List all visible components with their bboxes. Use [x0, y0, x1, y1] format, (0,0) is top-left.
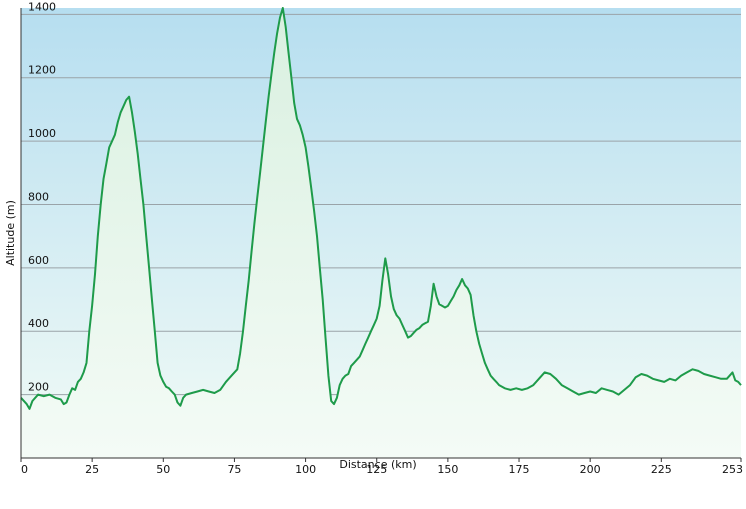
x-tick-label-75: 75 — [227, 463, 241, 476]
x-tick-label-100: 100 — [295, 463, 316, 476]
x-tick-label-150: 150 — [437, 463, 458, 476]
x-tick-label-0: 0 — [21, 463, 28, 476]
y-tick-label-1400: 1400 — [28, 0, 56, 13]
elevation-area-fill — [21, 8, 741, 458]
y-tick-label-200: 200 — [28, 381, 49, 394]
x-axis-ticks: 0 25 50 75 100 125 150 175 200 225 253 — [20, 458, 743, 476]
x-axis-title: Distance (km) — [339, 458, 416, 471]
x-tick-label-125: 125 — [366, 463, 387, 476]
x-tick-label-200: 200 — [580, 463, 601, 476]
y-tick-label-400: 400 — [28, 317, 49, 330]
x-tick-label-253: 253 — [722, 463, 743, 476]
y-tick-label-1200: 1200 — [28, 64, 56, 77]
x-tick-label-50: 50 — [156, 463, 170, 476]
elevation-line — [20, 7, 742, 410]
y-tick-label-800: 800 — [28, 190, 49, 203]
x-tick-label-225: 225 — [651, 463, 672, 476]
y-tick-label-1000: 1000 — [28, 127, 56, 140]
y-tick-label-600: 600 — [28, 254, 49, 267]
x-tick-label-25: 25 — [85, 463, 99, 476]
y-axis-title: Altitude (m) — [4, 200, 17, 266]
y-axis-ticks: 200 400 600 800 1000 1200 1400 — [28, 0, 56, 393]
x-tick-label-175: 175 — [509, 463, 530, 476]
